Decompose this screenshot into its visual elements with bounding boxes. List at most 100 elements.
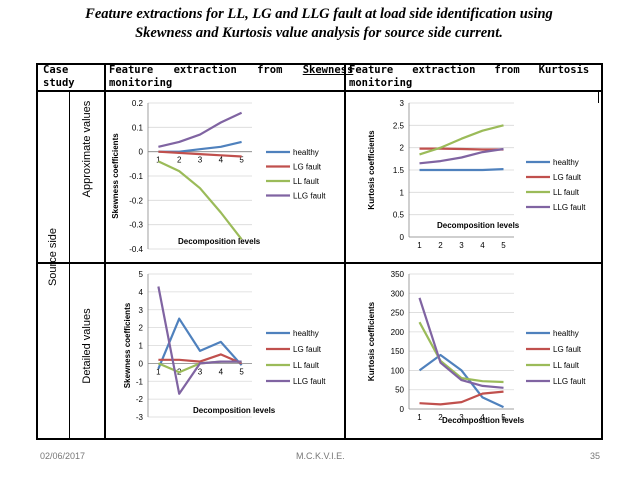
series-line-llg-fault (418, 297, 504, 389)
table-border-right (601, 63, 603, 439)
y-tick-label: 2 (400, 144, 405, 153)
y-axis-title: Skewness coefficients (123, 302, 132, 388)
header-kurt-line1: Feature extraction from Kurtosis (349, 64, 590, 76)
x-tick-label: 2 (177, 156, 182, 165)
series-line-llg-fault (157, 286, 242, 395)
legend-label-llg-fault: LLG fault (293, 192, 326, 201)
y-tick-label: 350 (391, 270, 405, 279)
y-tick-label: -0.2 (129, 196, 143, 205)
y-tick-label: 150 (391, 347, 405, 356)
y-tick-label: 3 (400, 99, 405, 108)
x-axis-title: Decomposition levels (193, 406, 276, 415)
legend-label-lg-fault: LG fault (293, 163, 322, 172)
y-tick-label: -0.3 (129, 221, 143, 230)
x-tick-label: 1 (417, 413, 422, 422)
y-tick-label: 2.5 (393, 121, 405, 130)
legend-label-ll-fault: LL fault (293, 177, 320, 186)
y-tick-label: 300 (391, 289, 405, 298)
series-line-healthy (157, 317, 243, 370)
series-line-ll-fault (157, 160, 243, 240)
y-tick-label: 3 (139, 306, 144, 315)
row-group-source-side: Source side (47, 227, 59, 287)
x-tick-label: 5 (239, 156, 244, 165)
x-tick-label: 1 (156, 156, 161, 165)
table-header-divider (36, 90, 603, 92)
y-axis-title: Kurtosis coefficients (367, 301, 376, 381)
table-col-divider-1 (69, 91, 70, 439)
series-line-lg-fault (158, 150, 242, 158)
series-line-healthy (418, 353, 504, 409)
x-tick-label: 5 (501, 413, 506, 422)
x-tick-label: 4 (219, 156, 224, 165)
legend-label-healthy: healthy (553, 329, 579, 338)
skewness-approximate-chart: 0.2 0.1 0 -0.1 -0.2 -0.3 -0.4 1 2 3 4 5 healthy LG fa… (111, 99, 326, 254)
x-tick-label: 4 (480, 241, 485, 250)
table-border-top (36, 63, 603, 65)
y-tick-label: 0 (139, 359, 144, 368)
y-tick-label: -0.1 (129, 172, 143, 181)
y-tick-label: 200 (391, 328, 405, 337)
footer-org: M.C.K.V.I.E. (296, 451, 345, 461)
legend-label-ll-fault: LL fault (553, 361, 580, 370)
header-kurtosis: Feature extraction from Kurtosis monitor… (349, 64, 589, 90)
header-skew-monitoring: monitoring (109, 77, 173, 89)
y-tick-label: 1 (139, 342, 144, 351)
x-tick-label: 1 (156, 367, 161, 376)
x-axis-title: Decomposition levels (442, 416, 525, 425)
header-case-label: Case (43, 64, 69, 76)
header-case-study: Case study (43, 64, 75, 90)
legend-label-llg-fault: LLG fault (553, 203, 586, 212)
y-tick-label: 0 (400, 405, 405, 414)
legend-label-healthy: healthy (293, 329, 319, 338)
y-tick-label: 0.2 (132, 99, 144, 108)
table-border-left (36, 63, 38, 439)
series-line-lg-fault (419, 390, 504, 406)
x-tick-label: 5 (501, 241, 506, 250)
x-tick-label: 4 (480, 413, 485, 422)
y-tick-label: 1.5 (393, 166, 405, 175)
y-tick-label: -0.4 (129, 245, 143, 254)
x-tick-label: 3 (198, 367, 203, 376)
x-tick-label: 2 (438, 413, 443, 422)
legend-label-llg-fault: LLG fault (293, 377, 326, 386)
slide-title-line1: Feature extractions for LL, LG and LLG f… (85, 6, 553, 22)
header-skew-word: Skewness (302, 64, 354, 76)
row-label-detailed: Detailed values (81, 308, 93, 384)
footer-page-number: 35 (590, 451, 601, 461)
y-tick-label: 4 (139, 288, 144, 297)
table-row-divider (36, 262, 603, 264)
x-tick-label: 3 (459, 241, 464, 250)
kurtosis-approximate-chart: 3 2.5 2 1.5 1 0.5 0 1 2 3 4 5 healthy LG fault LL faul… (367, 99, 586, 250)
table-col-divider-2 (104, 63, 106, 439)
y-tick-label: -1 (136, 377, 144, 386)
y-tick-label: 250 (391, 309, 405, 318)
y-tick-label: 2 (139, 324, 144, 333)
footer-date: 02/06/2017 (40, 451, 86, 461)
x-tick-label: 3 (198, 156, 203, 165)
y-tick-label: 0 (400, 233, 405, 242)
x-axis-title: Decomposition levels (437, 221, 520, 230)
x-tick-label: 2 (438, 241, 443, 250)
row-label-approximate: Approximate values (81, 100, 93, 198)
legend-label-lg-fault: LG fault (553, 345, 582, 354)
y-tick-label: 50 (395, 386, 404, 395)
header-study-label: study (43, 77, 75, 89)
legend-label-ll-fault: LL fault (293, 361, 320, 370)
header-skewness: Feature extraction from Skewness monitor… (109, 64, 353, 90)
y-tick-label: 5 (139, 270, 144, 279)
x-tick-label: 3 (459, 413, 464, 422)
header-skew-prefix: Feature extraction from (109, 64, 303, 76)
series-line-lg-fault (419, 147, 504, 151)
x-tick-label: 5 (239, 367, 244, 376)
legend-label-healthy: healthy (553, 158, 579, 167)
slide-title-line2: Skewness and Kurtosis value analysis for… (135, 25, 503, 41)
y-tick-label: -3 (136, 413, 144, 422)
x-tick-label: 4 (219, 367, 224, 376)
y-axis-title: Skewness coefficients (111, 133, 120, 219)
feature-table: Case study Feature extraction from Skewn… (36, 63, 603, 442)
x-tick-label: 1 (417, 241, 422, 250)
legend-label-lg-fault: LG fault (293, 345, 322, 354)
legend-label-ll-fault: LL fault (553, 188, 580, 197)
y-axis-title: Kurtosis coefficients (367, 130, 376, 210)
